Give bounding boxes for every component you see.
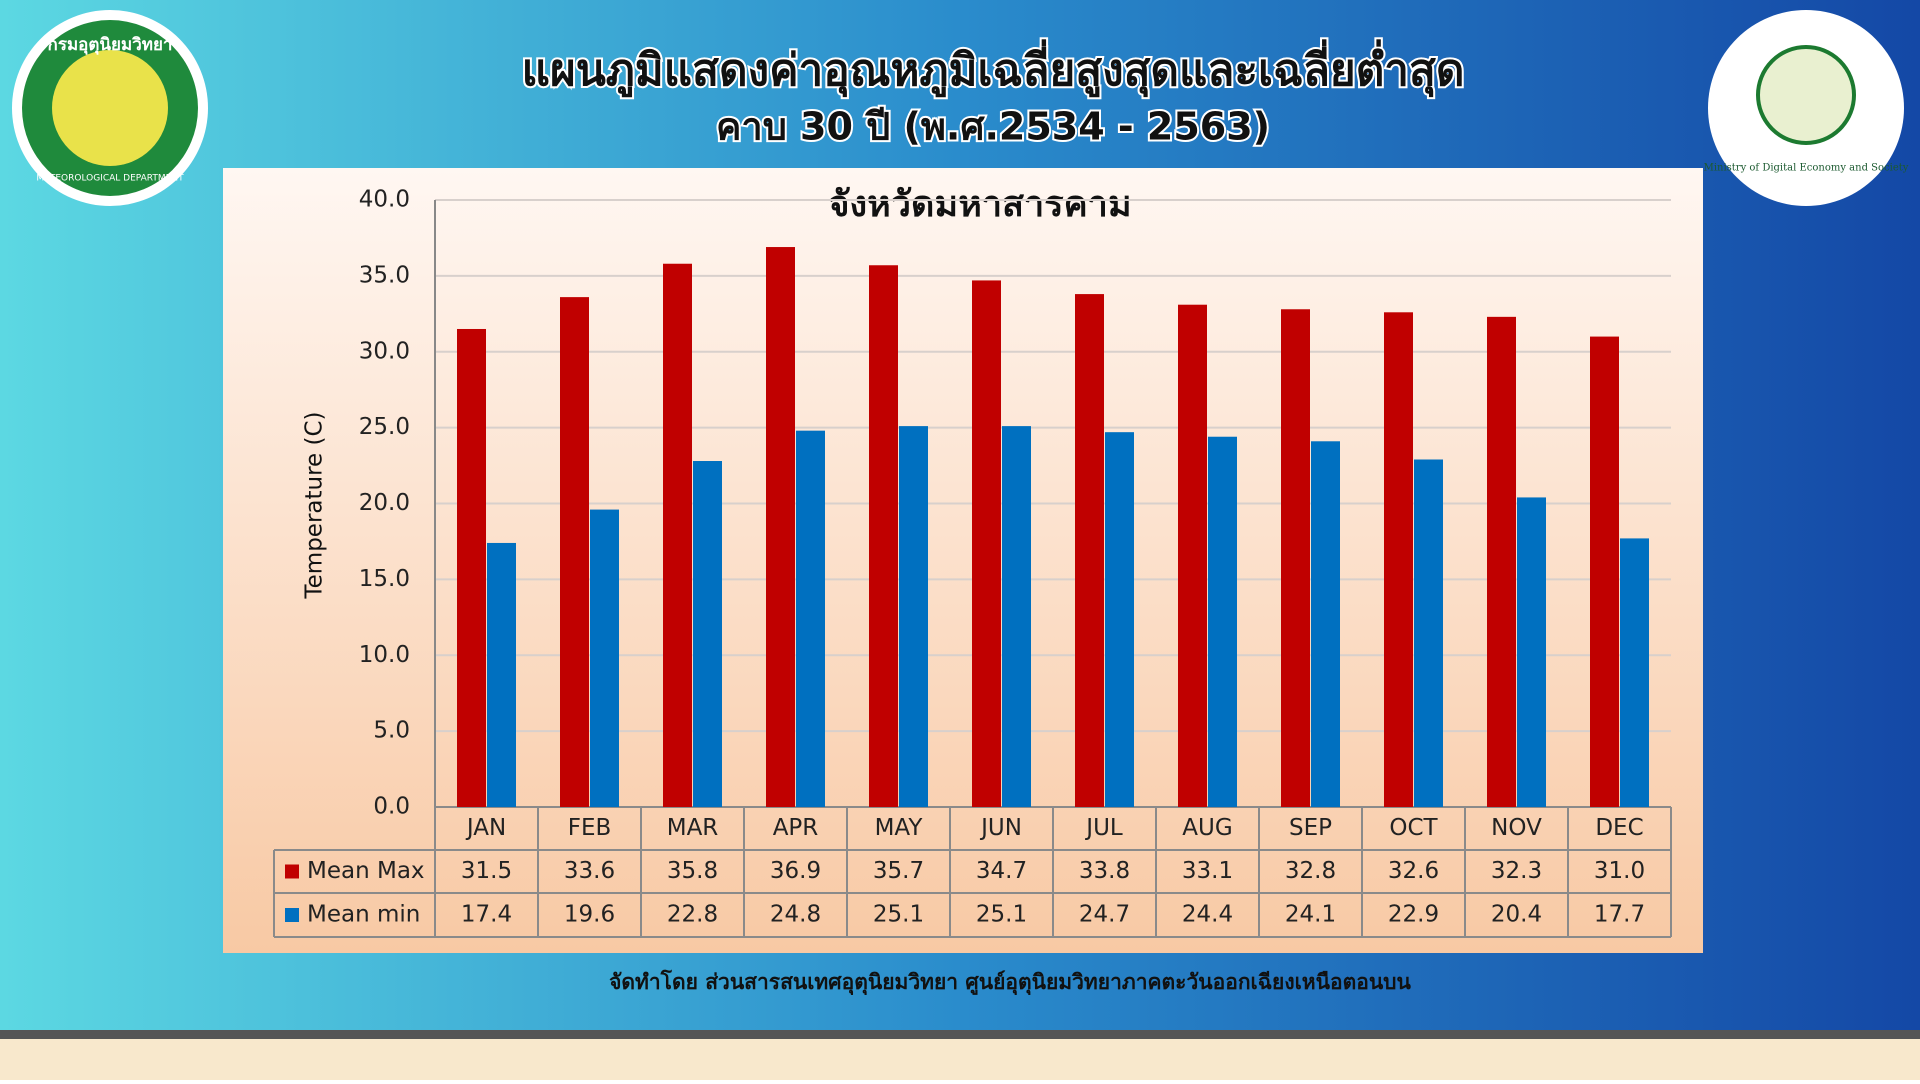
logo-left: กรมอุตุนิยมวิทยา METEOROLOGICAL DEPARTME… xyxy=(12,10,208,206)
y-tick-label: 0.0 xyxy=(373,794,410,820)
data-label: 17.7 xyxy=(1594,902,1645,928)
bar xyxy=(1414,459,1443,807)
legend-swatch xyxy=(285,908,299,922)
data-label: 25.1 xyxy=(976,902,1027,928)
data-label: 17.4 xyxy=(461,902,512,928)
bar xyxy=(1487,316,1516,807)
bar xyxy=(972,280,1001,807)
x-tick-label: FEB xyxy=(568,815,612,841)
y-tick-label: 40.0 xyxy=(359,187,410,213)
x-tick-label: NOV xyxy=(1491,815,1542,841)
x-tick-label: JAN xyxy=(465,815,506,841)
data-label: 35.7 xyxy=(873,858,924,884)
data-label: 31.5 xyxy=(461,858,512,884)
x-tick-label: JUN xyxy=(979,815,1022,841)
bottom-strip xyxy=(0,1039,1920,1080)
data-label: 25.1 xyxy=(873,902,924,928)
x-tick-label: SEP xyxy=(1289,815,1332,841)
bar xyxy=(487,542,516,807)
data-label: 24.1 xyxy=(1285,902,1336,928)
legend-swatch xyxy=(285,864,299,879)
bar xyxy=(1002,426,1031,807)
bar xyxy=(1311,441,1340,807)
bar xyxy=(1384,312,1413,807)
divider xyxy=(0,1030,1920,1039)
bar xyxy=(1281,309,1310,807)
data-label: 24.4 xyxy=(1182,902,1233,928)
bar xyxy=(457,328,486,807)
logo-text: Ministry of Digital Economy and Society xyxy=(1704,163,1909,174)
data-label: 31.0 xyxy=(1594,858,1645,884)
logo-right: Ministry of Digital Economy and Society xyxy=(1704,10,1909,206)
bar xyxy=(560,297,589,807)
x-tick-label: JUL xyxy=(1084,815,1123,841)
x-tick-label: MAY xyxy=(875,815,924,841)
data-label: 35.8 xyxy=(667,858,718,884)
legend-label: Mean min xyxy=(307,902,420,928)
x-tick-label: OCT xyxy=(1389,815,1438,841)
chart-panel xyxy=(223,168,1703,953)
data-label: 20.4 xyxy=(1491,902,1542,928)
data-label: 34.7 xyxy=(976,858,1027,884)
legend-label: Mean Max xyxy=(307,858,425,884)
bar xyxy=(796,430,825,807)
bar xyxy=(1105,432,1134,807)
data-label: 22.9 xyxy=(1388,902,1439,928)
data-label: 19.6 xyxy=(564,902,615,928)
x-tick-label: APR xyxy=(773,815,819,841)
y-axis-label: Temperature (C) xyxy=(302,411,328,599)
page-subtitle: คาบ 30 ปี (พ.ศ.2534 - 2563) xyxy=(716,105,1270,149)
data-label: 32.8 xyxy=(1285,858,1336,884)
x-tick-label: AUG xyxy=(1182,815,1232,841)
bar xyxy=(766,247,795,808)
data-label: 22.8 xyxy=(667,902,718,928)
data-label: 33.6 xyxy=(564,858,615,884)
data-label: 24.7 xyxy=(1079,902,1130,928)
bar xyxy=(1517,497,1546,807)
bar xyxy=(869,265,898,807)
y-tick-label: 25.0 xyxy=(359,414,410,440)
data-label: 33.1 xyxy=(1182,858,1233,884)
footer: จัดทำโดย ส่วนสารสนเทศอุตุนิยมวิทยา ศูนย์… xyxy=(609,969,1411,996)
y-tick-label: 20.0 xyxy=(359,490,410,516)
y-tick-label: 10.0 xyxy=(359,642,410,668)
x-tick-label: DEC xyxy=(1595,815,1643,841)
bar xyxy=(1208,436,1237,807)
x-tick-label: MAR xyxy=(667,815,719,841)
y-tick-label: 30.0 xyxy=(359,338,410,364)
logo-text: กรมอุตุนิยมวิทยา xyxy=(48,35,173,55)
chart-title: จังหวัดมหาสารคาม xyxy=(828,184,1131,225)
bar xyxy=(693,461,722,807)
bar xyxy=(1075,294,1104,808)
bar xyxy=(663,263,692,807)
bar xyxy=(1620,538,1649,807)
logo-center xyxy=(52,50,168,166)
logo-emblem xyxy=(1756,45,1856,145)
y-tick-label: 5.0 xyxy=(373,718,410,744)
bar xyxy=(590,509,619,807)
data-label: 36.9 xyxy=(770,858,821,884)
data-label: 32.3 xyxy=(1491,858,1542,884)
y-tick-label: 35.0 xyxy=(359,262,410,288)
bar xyxy=(1590,336,1619,807)
y-tick-label: 15.0 xyxy=(359,566,410,592)
logo-text: METEOROLOGICAL DEPARTMENT xyxy=(36,174,184,184)
data-label: 32.6 xyxy=(1388,858,1439,884)
data-label: 33.8 xyxy=(1079,858,1130,884)
data-label: 24.8 xyxy=(770,902,821,928)
bar xyxy=(899,426,928,807)
page-title: แผนภูมิแสดงค่าอุณหภูมิเฉลี่ยสูงสุดและเฉล… xyxy=(522,39,1465,98)
bar xyxy=(1178,304,1207,807)
